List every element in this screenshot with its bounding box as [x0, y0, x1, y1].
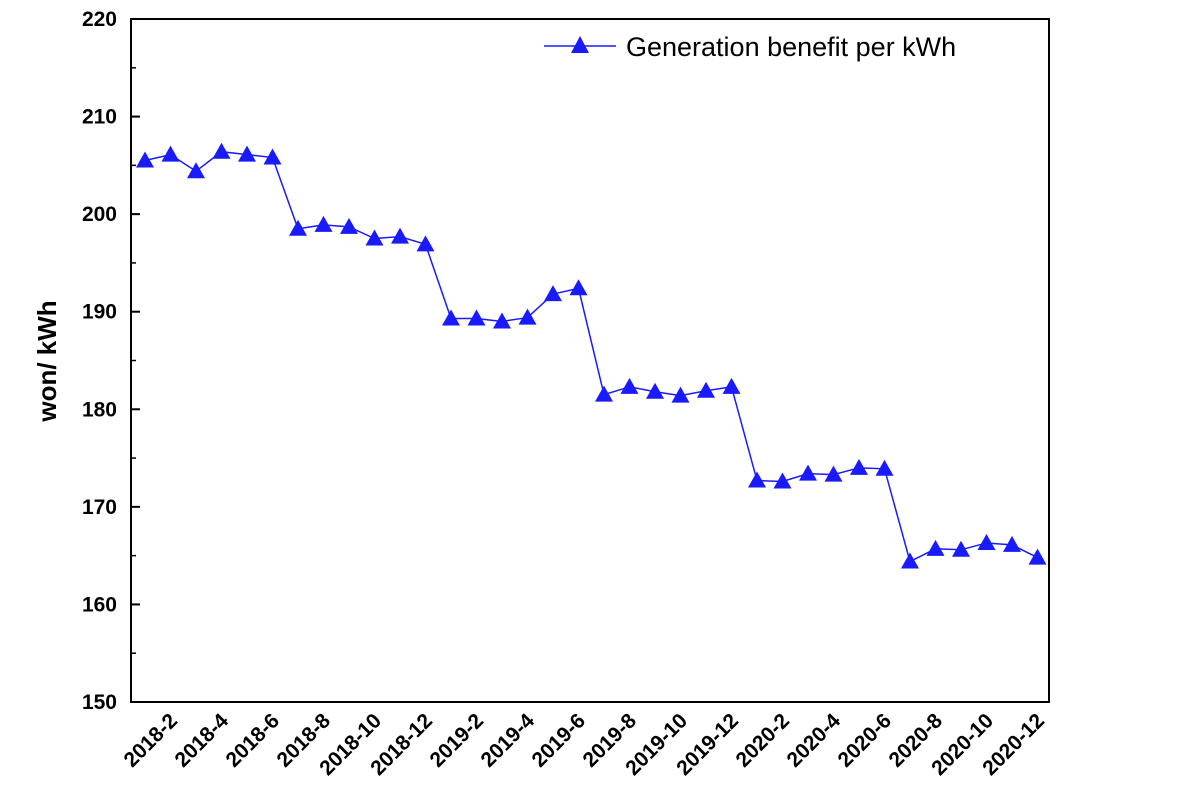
x-axis: 2018-22018-42018-62018-82018-102018-1220…	[120, 709, 1050, 780]
x-tick-label: 2020-6	[834, 709, 897, 772]
data-point-2019-3	[493, 312, 511, 329]
data-point-2020-2	[773, 472, 792, 489]
x-tick-label: 2020-2	[732, 709, 795, 772]
data-point-2020-1	[748, 471, 766, 488]
data-point-2018-7	[289, 219, 307, 236]
data-point-2018-1	[136, 151, 154, 168]
data-point-2018-3	[187, 162, 205, 179]
data-point-2018-9	[340, 217, 358, 234]
data-point-2018-8	[314, 215, 333, 232]
y-tick-label: 200	[82, 203, 117, 226]
data-point-2020-8	[926, 539, 945, 556]
data-point-2019-7	[595, 385, 613, 402]
data-point-2019-5	[544, 285, 562, 302]
y-tick-label: 190	[82, 301, 117, 324]
legend-label: Generation benefit per kWh	[626, 32, 956, 62]
x-tick-label: 2018-6	[222, 709, 285, 772]
y-tick-label: 210	[82, 106, 117, 129]
legend-marker-triangle	[571, 36, 589, 53]
data-point-2018-11	[391, 227, 409, 244]
data-point-2019-11	[697, 381, 715, 398]
data-point-2020-6	[875, 459, 894, 476]
data-point-2020-4	[824, 465, 843, 482]
data-point-2019-1	[442, 309, 460, 326]
data-point-2019-10	[671, 386, 690, 403]
x-tick-label: 2018-2	[120, 709, 183, 772]
data-point-2018-10	[365, 229, 384, 246]
data-point-2019-9	[646, 382, 664, 399]
y-tick-label: 150	[82, 691, 117, 714]
x-tick-label: 2019-4	[477, 709, 540, 772]
data-point-2018-2	[161, 145, 180, 162]
x-tick-label: 2019-6	[528, 709, 591, 772]
data-point-2019-12	[722, 377, 741, 394]
data-point-2018-12	[416, 235, 435, 252]
data-point-2020-10	[977, 533, 996, 550]
y-axis: 150 160 170 180 190 200 210 220	[82, 8, 140, 714]
y-tick-label: 170	[82, 496, 117, 519]
data-point-2020-11	[1003, 535, 1021, 552]
data-point-2020-9	[952, 540, 970, 557]
x-tick-label: 2019-2	[426, 709, 489, 772]
data-point-2020-5	[850, 458, 868, 475]
data-point-2019-2	[467, 309, 486, 326]
data-point-2019-6	[569, 279, 588, 296]
y-axis-title: won/ kWh	[32, 300, 62, 422]
y-tick-label: 160	[82, 593, 117, 616]
data-point-2018-4	[212, 142, 231, 159]
data-point-2019-8	[620, 377, 639, 394]
data-point-2020-3	[799, 464, 817, 481]
data-point-2018-5	[238, 145, 256, 162]
plot-frame	[130, 18, 1050, 703]
series-line	[144, 150, 1038, 563]
x-tick-label: 2020-4	[783, 709, 846, 772]
legend: Generation benefit per kWh	[544, 32, 956, 62]
data-point-2020-12	[1028, 548, 1047, 565]
x-tick-label: 2018-4	[171, 709, 234, 772]
data-point-2019-4	[518, 308, 537, 325]
y-tick-label: 180	[82, 398, 117, 421]
y-tick-label: 220	[82, 8, 117, 31]
series-generation-benefit	[136, 142, 1047, 569]
data-point-2018-6	[263, 148, 282, 165]
data-point-2020-7	[901, 552, 919, 569]
